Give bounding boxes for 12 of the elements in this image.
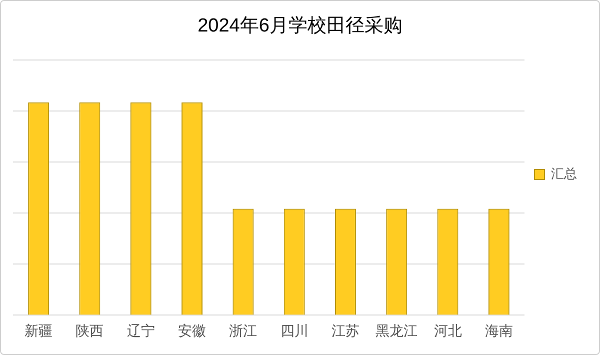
x-tick-label: 海南 bbox=[484, 322, 513, 338]
x-tick-label: 河北 bbox=[434, 322, 462, 338]
legend-label: 汇总 bbox=[551, 166, 577, 182]
x-tick-label: 安徽 bbox=[178, 322, 206, 338]
x-tick-label: 四川 bbox=[280, 322, 308, 338]
x-tick-label: 浙江 bbox=[229, 322, 258, 338]
x-tick-label: 黑龙江 bbox=[376, 322, 418, 338]
x-tick-label: 辽宁 bbox=[126, 322, 155, 338]
x-tick-label: 陕西 bbox=[76, 322, 104, 338]
x-tick-label: 江苏 bbox=[331, 322, 360, 338]
chart-title: 2024年6月学校田径采购 bbox=[198, 16, 402, 37]
x-tick-label: 新疆 bbox=[24, 322, 53, 338]
